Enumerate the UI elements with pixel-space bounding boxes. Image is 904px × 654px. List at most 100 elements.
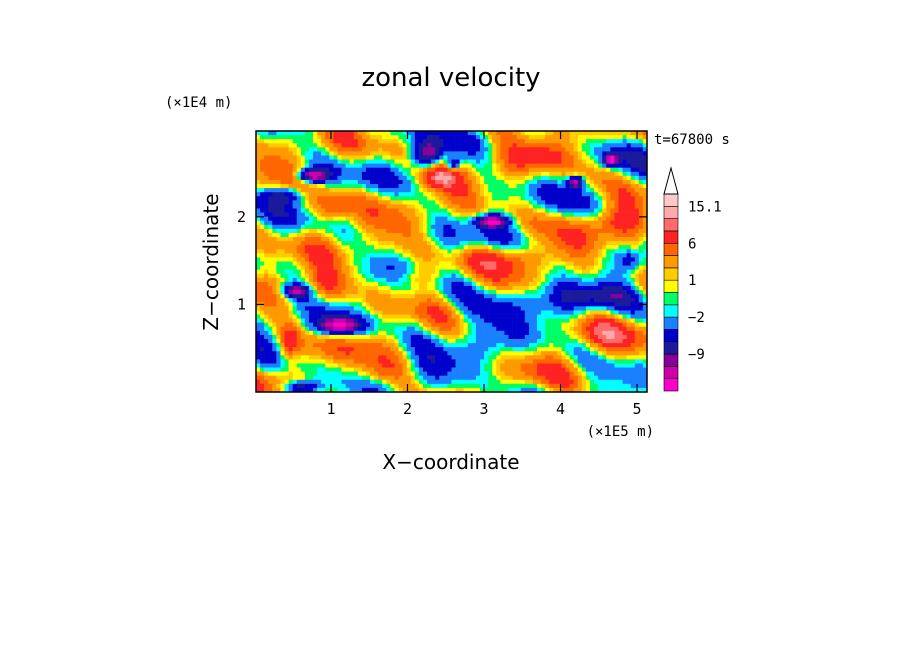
contour-cell	[268, 208, 273, 213]
contour-cell	[333, 306, 338, 311]
contour-cell	[471, 151, 477, 156]
contour-cell	[439, 290, 444, 295]
contour-cell	[475, 355, 481, 360]
contour-cell	[520, 253, 526, 258]
contour-cell	[276, 196, 281, 201]
contour-cell	[549, 359, 554, 364]
contour-cell	[541, 175, 546, 181]
contour-cell	[435, 290, 440, 295]
contour-cell	[492, 318, 497, 323]
contour-cell	[528, 220, 534, 226]
contour-cell	[304, 212, 310, 217]
contour-cell	[439, 151, 444, 156]
contour-cell	[378, 184, 383, 189]
contour-cell	[329, 237, 334, 242]
contour-cell	[459, 167, 465, 173]
contour-cell	[288, 241, 293, 246]
contour-cell	[557, 135, 562, 140]
contour-cell	[390, 277, 395, 283]
contour-cell	[427, 143, 432, 148]
contour-cell	[398, 318, 403, 323]
contour-cell	[447, 245, 452, 250]
contour-cell	[361, 208, 367, 213]
contour-cell	[390, 139, 395, 144]
contour-cell	[565, 171, 570, 177]
contour-cell	[447, 294, 452, 299]
contour-cell	[537, 249, 542, 254]
contour-cell	[321, 192, 326, 197]
contour-cell	[345, 196, 350, 201]
contour-cell	[500, 212, 505, 217]
contour-cell	[512, 310, 517, 315]
contour-cell	[500, 355, 505, 360]
contour-cell	[288, 139, 293, 144]
contour-cell	[435, 131, 440, 136]
contour-cell	[406, 261, 412, 266]
contour-cell	[260, 228, 265, 234]
contour-cell	[406, 208, 412, 213]
contour-cell	[508, 139, 513, 144]
contour-cell	[268, 249, 273, 254]
contour-cell	[553, 318, 558, 323]
contour-cell	[520, 347, 526, 352]
contour-cell	[280, 179, 285, 185]
contour-cell	[370, 228, 375, 234]
contour-cell	[276, 143, 281, 148]
contour-cell	[406, 281, 412, 287]
contour-cell	[512, 257, 517, 262]
contour-cell	[386, 167, 391, 173]
contour-cell	[357, 249, 363, 254]
contour-cell	[520, 298, 526, 303]
contour-cell	[524, 290, 530, 295]
contour-cell	[256, 294, 261, 299]
contour-cell	[276, 155, 281, 160]
contour-cell	[512, 216, 517, 222]
contour-cell	[427, 184, 432, 189]
contour-cell	[398, 179, 403, 185]
contour-cell	[341, 347, 346, 352]
contour-cell	[500, 387, 505, 393]
contour-cell	[443, 220, 448, 226]
contour-cell	[260, 188, 265, 193]
contour-cell	[260, 159, 265, 164]
contour-cell	[447, 184, 452, 189]
contour-cell	[296, 208, 302, 213]
contour-cell	[504, 347, 509, 352]
contour-cell	[414, 326, 420, 332]
contour-cell	[488, 212, 493, 217]
contour-cell	[532, 375, 538, 381]
contour-cell	[402, 151, 407, 156]
contour-cell	[496, 351, 501, 356]
contour-cell	[349, 188, 355, 193]
contour-cell	[337, 147, 342, 152]
contour-cell	[341, 363, 346, 368]
contour-cell	[361, 147, 367, 152]
contour-cell	[516, 265, 522, 270]
contour-cell	[349, 363, 355, 368]
contour-cell	[451, 290, 456, 295]
contour-cell	[504, 143, 509, 148]
contour-cell	[475, 163, 481, 169]
contour-cell	[321, 379, 326, 385]
contour-cell	[537, 171, 542, 177]
contour-cell	[365, 367, 371, 372]
contour-cell	[370, 245, 375, 250]
contour-cell	[256, 334, 261, 340]
contour-cell	[422, 179, 428, 185]
contour-cell	[304, 318, 310, 323]
contour-cell	[288, 192, 293, 197]
contour-cell	[353, 269, 359, 275]
contour-cell	[492, 355, 497, 360]
contour-cell	[333, 265, 338, 270]
contour-cell	[341, 249, 346, 254]
contour-cell	[545, 347, 550, 352]
contour-cell	[516, 216, 522, 222]
contour-cell	[276, 290, 281, 295]
contour-cell	[341, 241, 346, 246]
contour-cell	[467, 306, 473, 311]
contour-cell	[341, 367, 346, 372]
contour-cell	[528, 147, 534, 152]
contour-cell	[480, 224, 485, 230]
contour-cell	[349, 351, 355, 356]
